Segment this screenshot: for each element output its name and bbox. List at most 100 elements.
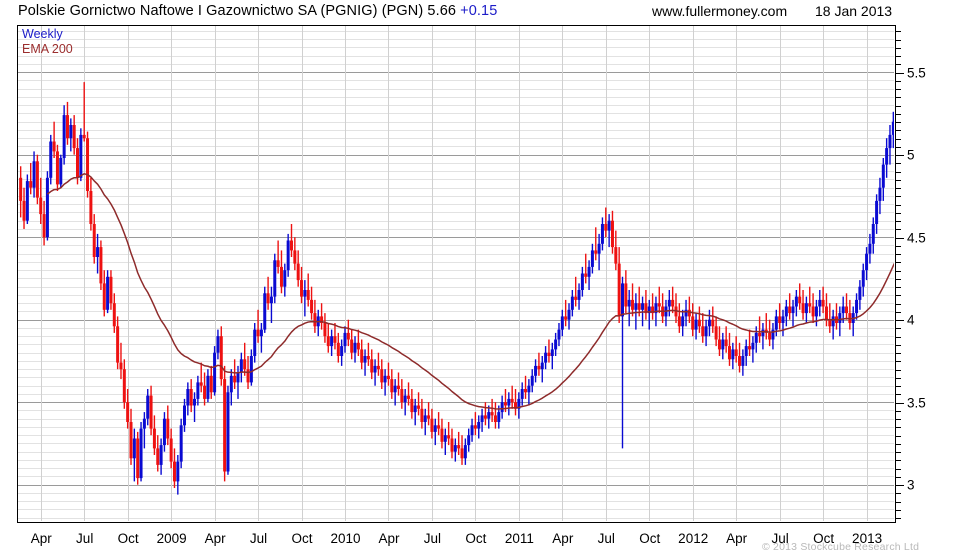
y-axis-minor-tick bbox=[896, 311, 901, 313]
y-axis-minor-tick bbox=[896, 64, 901, 66]
y-axis-minor-tick bbox=[896, 221, 901, 223]
y-axis-minor-tick bbox=[896, 501, 901, 503]
y-axis-minor-tick bbox=[896, 80, 901, 82]
y-axis-minor-tick bbox=[896, 278, 901, 280]
instrument-title: Polskie Gornictwo Naftowe I Gazownictwo … bbox=[18, 3, 497, 19]
legend-item-ema200: EMA 200 bbox=[22, 42, 73, 56]
y-axis-minor-tick bbox=[896, 204, 901, 206]
x-axis-label: 2009 bbox=[156, 531, 187, 546]
x-axis-label: Oct bbox=[291, 531, 313, 546]
x-axis-label: Oct bbox=[813, 531, 835, 546]
y-axis-minor-tick bbox=[896, 163, 901, 165]
instrument-name-and-price: Polskie Gornictwo Naftowe I Gazownictwo … bbox=[18, 3, 457, 19]
y-axis-minor-tick bbox=[896, 328, 901, 330]
candlestick-series bbox=[19, 82, 894, 495]
x-axis-label: Apr bbox=[30, 531, 52, 546]
y-axis-minor-tick bbox=[896, 105, 901, 107]
y-axis-minor-tick bbox=[896, 56, 901, 58]
y-axis-minor-tick bbox=[896, 303, 901, 305]
y-axis-minor-tick bbox=[896, 460, 901, 462]
x-axis-label: Jul bbox=[597, 531, 615, 546]
y-axis-minor-tick bbox=[896, 188, 901, 190]
x-axis-label: Oct bbox=[639, 531, 661, 546]
x-axis-label: Oct bbox=[465, 531, 487, 546]
price-chart-plot-area: Weekly EMA 200 bbox=[17, 25, 896, 523]
chart-legend: Weekly EMA 200 bbox=[22, 27, 73, 57]
y-axis-minor-tick bbox=[896, 468, 901, 470]
y-axis-minor-tick bbox=[896, 410, 901, 412]
x-axis: Apr Jul Oct 2009 Apr Jul Oct 2010 Apr Jul Oct 2011 A… bbox=[0, 523, 980, 560]
y-axis-minor-tick bbox=[896, 287, 901, 289]
x-axis-label: Apr bbox=[726, 531, 748, 546]
x-axis-label: 2012 bbox=[678, 531, 709, 546]
y-axis-minor-tick bbox=[896, 353, 901, 355]
y-axis-minor-tick bbox=[896, 146, 901, 148]
y-axis-minor-tick bbox=[896, 295, 901, 297]
y-axis-minor-tick bbox=[896, 452, 901, 454]
y-axis-minor-tick bbox=[896, 89, 901, 91]
y-axis-label: 4 bbox=[907, 312, 915, 328]
x-axis-label: Apr bbox=[204, 531, 226, 546]
y-axis-minor-tick bbox=[896, 443, 901, 445]
y-axis-minor-tick bbox=[896, 229, 901, 231]
chart-header: Polskie Gornictwo Naftowe I Gazownictwo … bbox=[0, 0, 980, 24]
y-axis-major-tick bbox=[896, 155, 904, 157]
y-axis-minor-tick bbox=[896, 336, 901, 338]
y-axis-minor-tick bbox=[896, 122, 901, 124]
y-axis-minor-tick bbox=[896, 386, 901, 388]
y-axis-minor-tick bbox=[896, 130, 901, 132]
copyright-notice: © 2013 Stockcube Research Ltd bbox=[762, 541, 920, 553]
y-axis-label: 5 bbox=[907, 147, 915, 163]
y-axis-minor-tick bbox=[896, 138, 901, 140]
y-axis: 3 3.5 4 4.5 5 5.5 bbox=[896, 25, 980, 523]
x-axis-label: 2013 bbox=[852, 531, 883, 546]
y-axis-minor-tick bbox=[896, 270, 901, 272]
y-axis-label: 5.5 bbox=[907, 65, 926, 81]
y-axis-major-tick bbox=[896, 72, 904, 74]
y-axis-minor-tick bbox=[896, 196, 901, 198]
y-axis-minor-tick bbox=[896, 435, 901, 437]
ema-200-overlay bbox=[46, 173, 894, 410]
y-axis-minor-tick bbox=[896, 476, 901, 478]
y-axis-minor-tick bbox=[896, 262, 901, 264]
y-axis-minor-tick bbox=[896, 377, 901, 379]
y-axis-label: 4.5 bbox=[907, 230, 926, 246]
x-axis-label: Oct bbox=[117, 531, 139, 546]
y-axis-minor-tick bbox=[896, 97, 901, 99]
y-axis-major-tick bbox=[896, 237, 904, 239]
y-axis-minor-tick bbox=[896, 245, 901, 247]
x-axis-label: Jul bbox=[771, 531, 789, 546]
x-axis-label: Jul bbox=[423, 531, 442, 546]
y-axis-minor-tick bbox=[896, 361, 901, 363]
y-axis-minor-tick bbox=[896, 369, 901, 371]
x-axis-label: Apr bbox=[552, 531, 574, 546]
y-axis-minor-tick bbox=[896, 179, 901, 181]
y-axis-label: 3 bbox=[907, 477, 915, 493]
y-axis-minor-tick bbox=[896, 394, 901, 396]
y-axis-minor-tick bbox=[896, 344, 901, 346]
chart-date: 18 Jan 2013 bbox=[815, 3, 893, 19]
y-axis-major-tick bbox=[896, 485, 904, 487]
y-axis-minor-tick bbox=[896, 427, 901, 429]
y-axis-major-tick bbox=[896, 402, 904, 404]
y-axis-major-tick bbox=[896, 320, 904, 322]
y-axis-minor-tick bbox=[896, 113, 901, 115]
source-website: www.fullermoney.com bbox=[652, 3, 788, 19]
x-axis-label: Jul bbox=[249, 531, 268, 546]
y-axis-minor-tick bbox=[896, 39, 901, 41]
x-axis-label: Jul bbox=[76, 531, 94, 546]
y-axis-minor-tick bbox=[896, 254, 901, 256]
y-axis-minor-tick bbox=[896, 509, 901, 511]
x-axis-label: 2011 bbox=[504, 531, 534, 546]
y-axis-minor-tick bbox=[896, 419, 901, 421]
x-axis-label: Apr bbox=[378, 531, 400, 546]
x-axis-label: 2010 bbox=[330, 531, 361, 546]
y-axis-minor-tick bbox=[896, 31, 901, 33]
y-axis-minor-tick bbox=[896, 212, 901, 214]
y-axis-minor-tick bbox=[896, 47, 901, 49]
y-axis-minor-tick bbox=[896, 171, 901, 173]
legend-item-weekly: Weekly bbox=[22, 27, 63, 41]
y-axis-label: 3.5 bbox=[907, 395, 926, 411]
price-change: +0.15 bbox=[460, 3, 498, 19]
